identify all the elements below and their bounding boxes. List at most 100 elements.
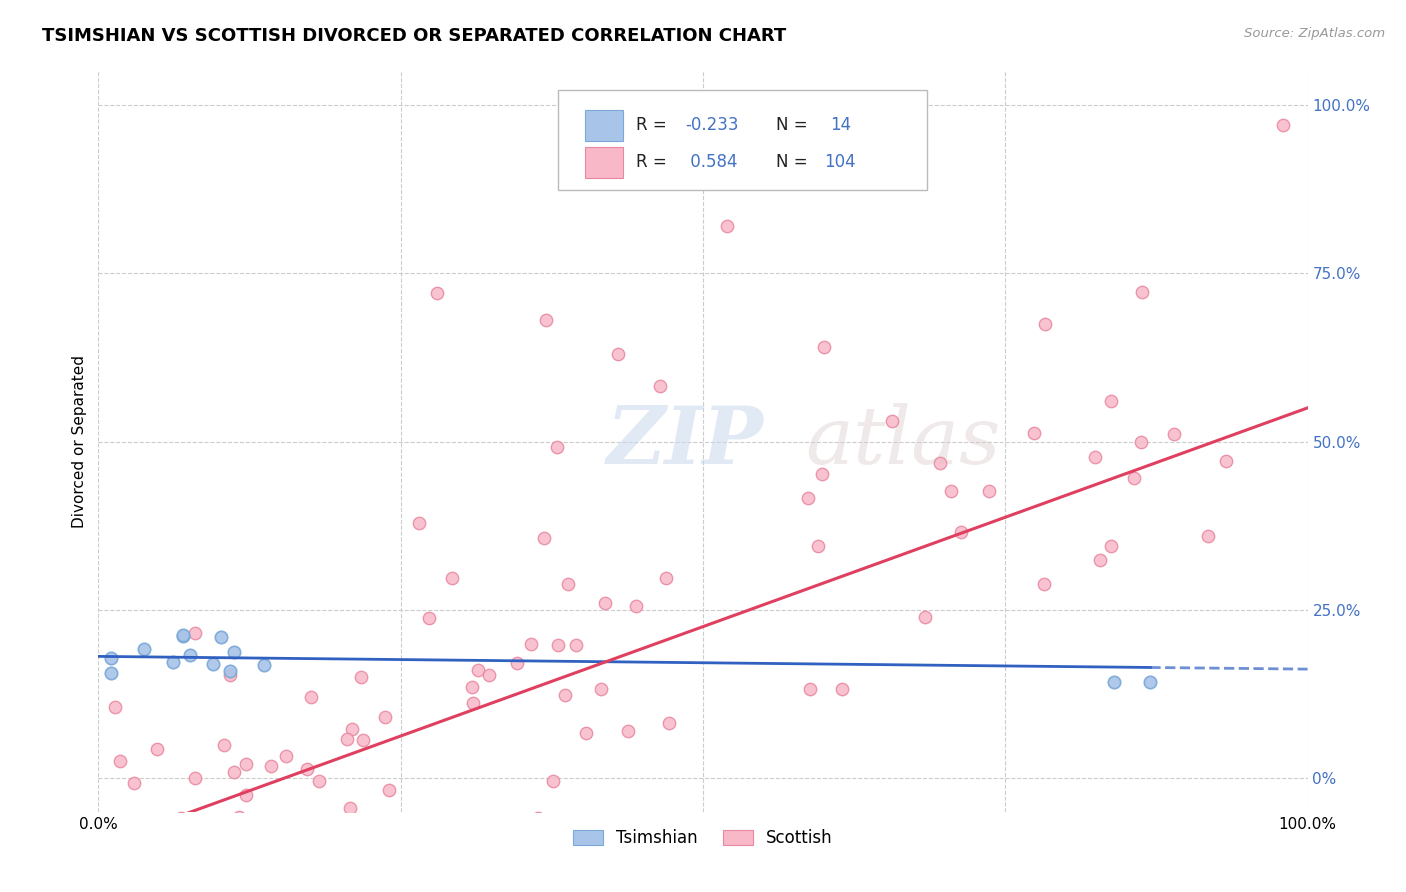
Point: [1139, 674, 1161, 689]
Point: [124, 776, 146, 790]
Point: [132, 642, 155, 657]
Point: [162, 655, 184, 669]
Point: [831, 681, 853, 696]
Text: 0.584: 0.584: [685, 153, 737, 171]
Text: -0.233: -0.233: [685, 117, 738, 135]
Point: [939, 484, 962, 499]
Point: [184, 625, 207, 640]
Text: R =: R =: [637, 153, 672, 171]
Point: [799, 681, 821, 696]
Point: [658, 715, 681, 730]
FancyBboxPatch shape: [558, 90, 927, 190]
Point: [224, 764, 246, 779]
Point: [382, 864, 405, 879]
Point: [352, 733, 374, 747]
Point: [163, 871, 186, 886]
Point: [146, 742, 169, 756]
Point: [929, 456, 952, 470]
Point: [326, 838, 349, 852]
Point: [418, 611, 440, 625]
Point: [650, 378, 672, 392]
Point: [914, 610, 936, 624]
Point: [1215, 453, 1237, 467]
Point: [245, 871, 267, 886]
Point: [172, 629, 194, 643]
Point: [308, 773, 330, 788]
Point: [224, 644, 246, 658]
Y-axis label: Divorced or Separated: Divorced or Separated: [72, 355, 87, 528]
Point: [557, 814, 579, 829]
Point: [463, 696, 485, 710]
Point: [617, 724, 640, 739]
Point: [475, 822, 498, 837]
FancyBboxPatch shape: [585, 147, 623, 178]
Point: [218, 667, 240, 681]
Text: atlas: atlas: [806, 403, 1001, 480]
Point: [441, 571, 464, 585]
Point: [297, 762, 319, 776]
Point: [276, 748, 298, 763]
Point: [716, 219, 738, 234]
Point: [235, 789, 257, 803]
Point: [1163, 427, 1185, 442]
Point: [172, 628, 194, 642]
Text: R =: R =: [637, 117, 672, 135]
Point: [1024, 425, 1046, 440]
Point: [811, 467, 834, 482]
Point: [100, 651, 122, 665]
Point: [607, 347, 630, 361]
Point: [181, 834, 204, 848]
Text: ZIP: ZIP: [606, 403, 763, 480]
Point: [533, 531, 555, 545]
Text: 14: 14: [830, 117, 851, 135]
Point: [478, 668, 501, 682]
Point: [534, 313, 557, 327]
Point: [554, 688, 576, 702]
Text: Source: ZipAtlas.com: Source: ZipAtlas.com: [1244, 27, 1385, 40]
Text: 104: 104: [824, 153, 855, 171]
Point: [260, 758, 283, 772]
Point: [228, 809, 250, 823]
Point: [100, 665, 122, 680]
Point: [228, 820, 250, 834]
Point: [97, 825, 120, 839]
Point: [589, 681, 612, 696]
Point: [488, 845, 510, 859]
Point: [1272, 118, 1295, 132]
Point: [235, 757, 257, 772]
Point: [212, 738, 235, 752]
Point: [882, 414, 904, 428]
Point: [176, 843, 198, 857]
Point: [219, 664, 242, 678]
Text: N =: N =: [776, 153, 807, 171]
Point: [796, 491, 818, 505]
Point: [520, 637, 543, 651]
Point: [110, 837, 132, 851]
Point: [155, 871, 177, 886]
Text: TSIMSHIAN VS SCOTTISH DIVORCED OR SEPARATED CORRELATION CHART: TSIMSHIAN VS SCOTTISH DIVORCED OR SEPARA…: [42, 27, 786, 45]
Point: [541, 774, 564, 789]
Point: [813, 340, 835, 354]
Point: [557, 577, 579, 591]
Point: [118, 822, 141, 836]
Point: [1084, 450, 1107, 465]
Point: [1130, 285, 1153, 299]
Point: [624, 599, 647, 614]
Point: [593, 596, 616, 610]
Point: [1102, 674, 1125, 689]
Point: [104, 700, 127, 714]
Point: [461, 680, 484, 694]
Point: [135, 871, 157, 886]
Point: [547, 638, 569, 652]
Point: [1088, 553, 1111, 567]
Point: [1033, 318, 1056, 332]
Point: [170, 811, 193, 825]
Point: [1197, 529, 1219, 543]
FancyBboxPatch shape: [585, 110, 623, 141]
Point: [190, 832, 212, 847]
Point: [179, 648, 201, 663]
Point: [202, 657, 225, 672]
Point: [339, 801, 361, 815]
Point: [426, 286, 449, 301]
Point: [238, 871, 260, 886]
